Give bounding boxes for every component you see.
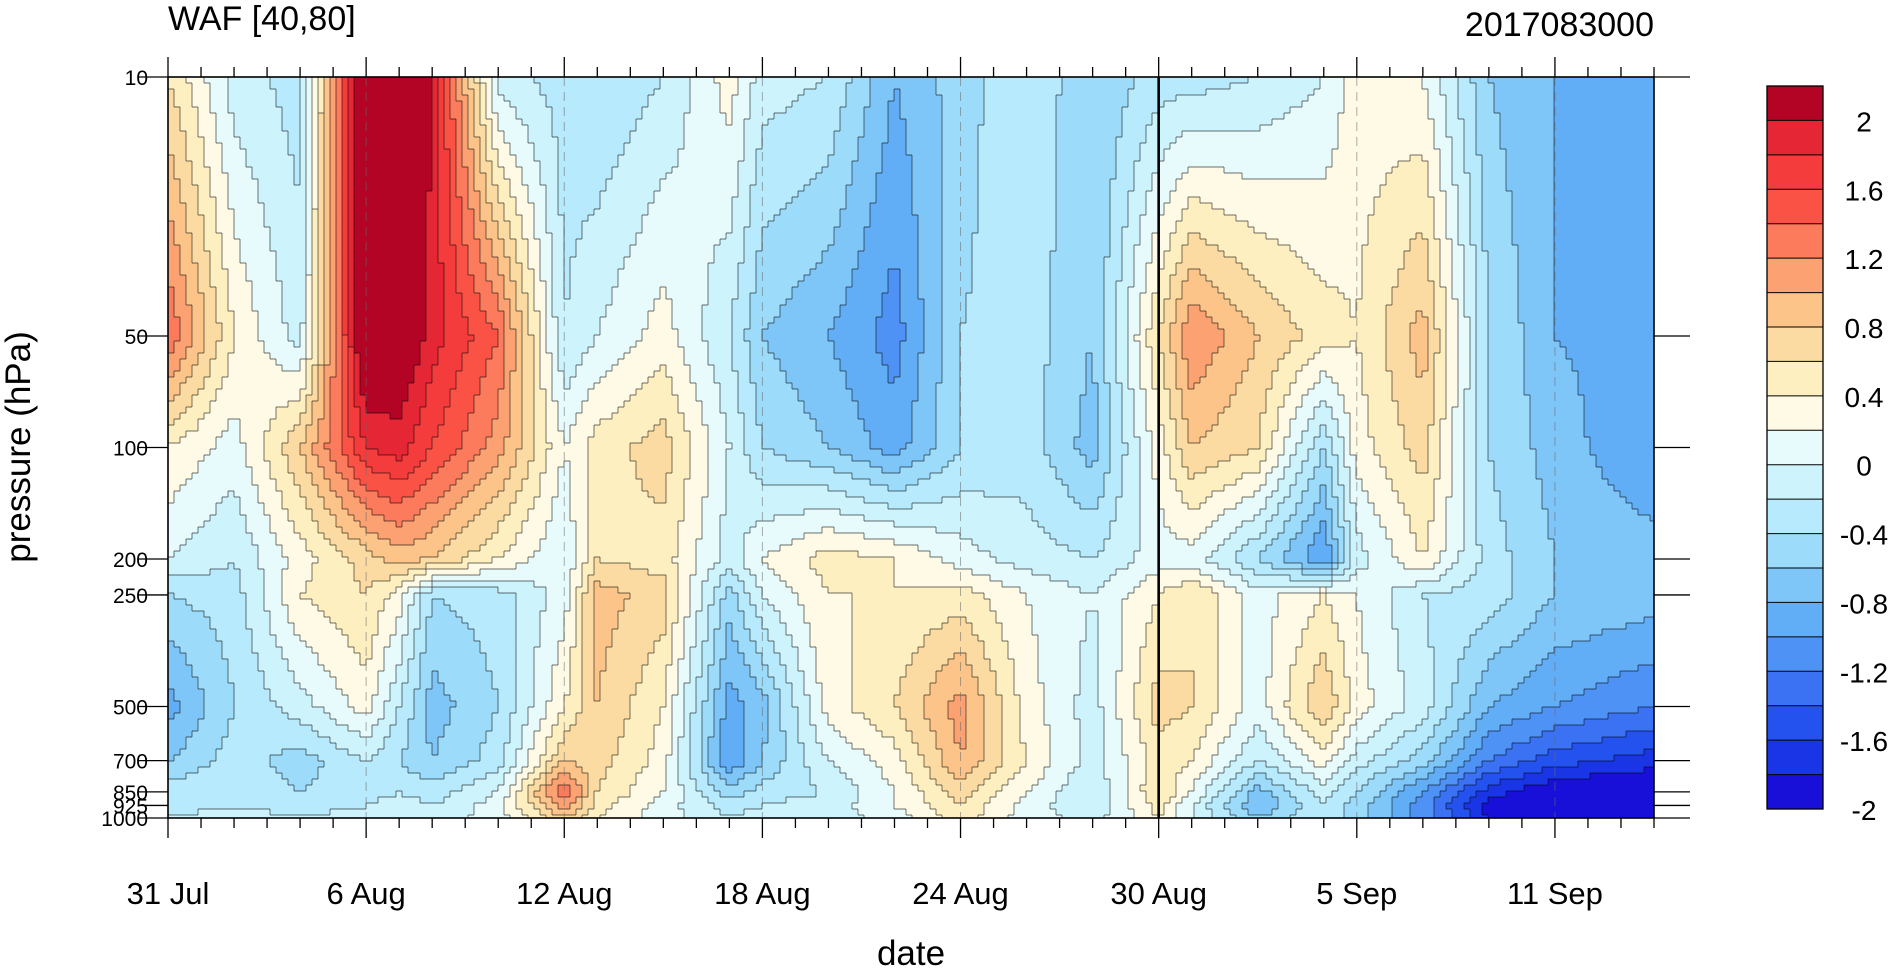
colorbar-swatch xyxy=(1767,464,1823,500)
x-tick-label: 11 Sep xyxy=(1507,876,1603,911)
y-tick-label: 200 xyxy=(113,549,148,572)
y-axis-label: pressure (hPa) xyxy=(0,331,38,562)
chart-title: WAF [40,80] xyxy=(168,0,356,38)
colorbar-swatch xyxy=(1767,395,1823,431)
colorbar-swatch xyxy=(1767,740,1823,776)
contour-lines xyxy=(168,77,1654,818)
colorbar-swatch xyxy=(1767,636,1823,672)
colorbar-tick-label: 0 xyxy=(1856,451,1872,482)
colorbar-swatch xyxy=(1767,671,1823,707)
colorbar-tick-label: -1.6 xyxy=(1840,726,1888,757)
colorbar-swatch xyxy=(1767,292,1823,328)
x-axis-label: date xyxy=(877,934,945,969)
x-tick-label: 24 Aug xyxy=(912,876,1009,911)
colorbar-swatch xyxy=(1767,430,1823,466)
y-tick-label: 10 xyxy=(125,67,148,90)
contour-field xyxy=(168,77,1654,818)
y-tick-label: 700 xyxy=(113,751,148,774)
y-tick-label: 250 xyxy=(113,585,148,608)
x-tick-label: 31 Jul xyxy=(127,876,210,911)
colorbar-tick-label: 1.6 xyxy=(1845,175,1884,206)
y-tick-label: 50 xyxy=(125,326,148,349)
colorbar-swatch xyxy=(1767,86,1823,121)
colorbar-tick-label: 2 xyxy=(1856,106,1872,137)
x-tick-label: 6 Aug xyxy=(326,876,405,911)
colorbar-tick-label: -0.4 xyxy=(1840,520,1888,551)
y-tick-label: 925 xyxy=(113,795,148,818)
y-tick-label: 850 xyxy=(113,782,148,805)
colorbar-swatch xyxy=(1767,120,1823,156)
colorbar-tick-label: 0.8 xyxy=(1845,313,1884,344)
colorbar-swatch xyxy=(1767,361,1823,397)
colorbar-swatch xyxy=(1767,154,1823,190)
colorbar-swatch xyxy=(1767,568,1823,603)
colorbar-swatch xyxy=(1767,774,1823,810)
colorbar-swatch xyxy=(1767,602,1823,638)
y-tick-label: 100 xyxy=(113,438,148,461)
colorbar-swatch xyxy=(1767,499,1823,535)
colorbar-swatch xyxy=(1767,223,1823,259)
y-tick-label: 1000 xyxy=(101,808,148,831)
x-tick-label: 12 Aug xyxy=(516,876,613,911)
colorbar-tick-label: 0.4 xyxy=(1845,382,1884,413)
colorbar-swatch xyxy=(1767,258,1823,294)
colorbar-swatch xyxy=(1767,705,1823,741)
run-label: 2017083000 xyxy=(1465,6,1654,44)
colorbar: 2 1.6 1.2 0.8 0.4 0 -0.4 -0.8 -1.2 -1.6 -2 xyxy=(1766,85,1888,826)
colorbar-tick-label: -1.2 xyxy=(1840,657,1888,688)
colorbar-swatch xyxy=(1767,327,1823,362)
x-tick-label: 5 Sep xyxy=(1316,876,1397,911)
colorbar-tick-label: -2 xyxy=(1852,795,1877,826)
colorbar-swatch xyxy=(1767,189,1823,225)
x-tick-label: 18 Aug xyxy=(714,876,811,911)
colorbar-tick-label: -0.8 xyxy=(1840,588,1888,619)
x-tick-label: 30 Aug xyxy=(1110,876,1207,911)
y-tick-label: 500 xyxy=(113,696,148,719)
x-axis: 31 Jul 6 Aug 12 Aug 18 Aug 24 Aug 30 Aug 5 Sep… xyxy=(127,57,1655,911)
colorbar-swatch xyxy=(1767,533,1823,569)
colorbar-tick-label: 1.2 xyxy=(1845,244,1884,275)
